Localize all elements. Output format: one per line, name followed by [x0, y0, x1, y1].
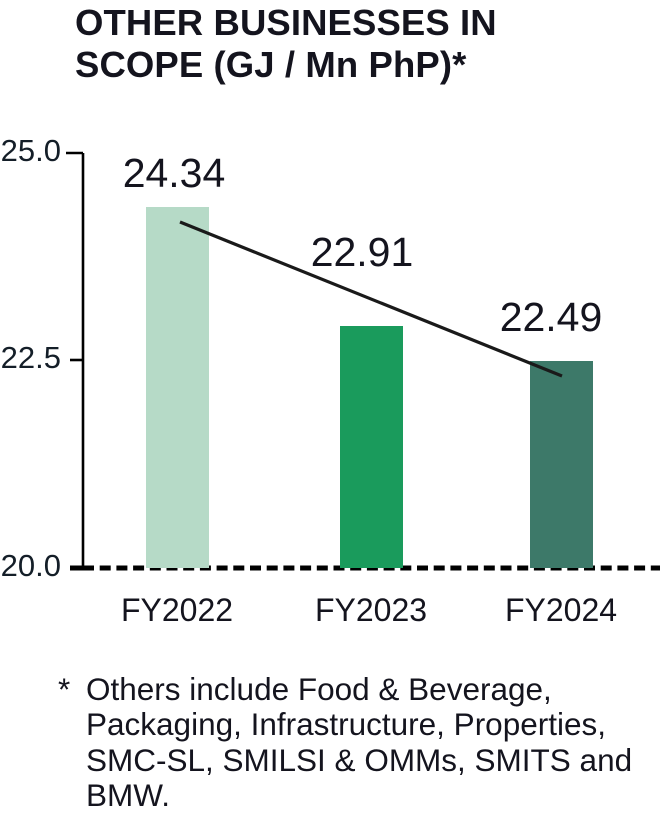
svg-text:22.91: 22.91 — [311, 229, 414, 275]
svg-text:22.49: 22.49 — [500, 294, 603, 340]
svg-text:FY2022: FY2022 — [121, 592, 233, 628]
svg-text:25.0: 25.0 — [1, 133, 61, 168]
svg-text:FY2024: FY2024 — [505, 592, 617, 628]
svg-text:24.34: 24.34 — [123, 150, 226, 196]
svg-text:FY2023: FY2023 — [315, 592, 427, 628]
svg-text:20.0: 20.0 — [1, 548, 61, 583]
svg-text:22.5: 22.5 — [1, 340, 61, 375]
